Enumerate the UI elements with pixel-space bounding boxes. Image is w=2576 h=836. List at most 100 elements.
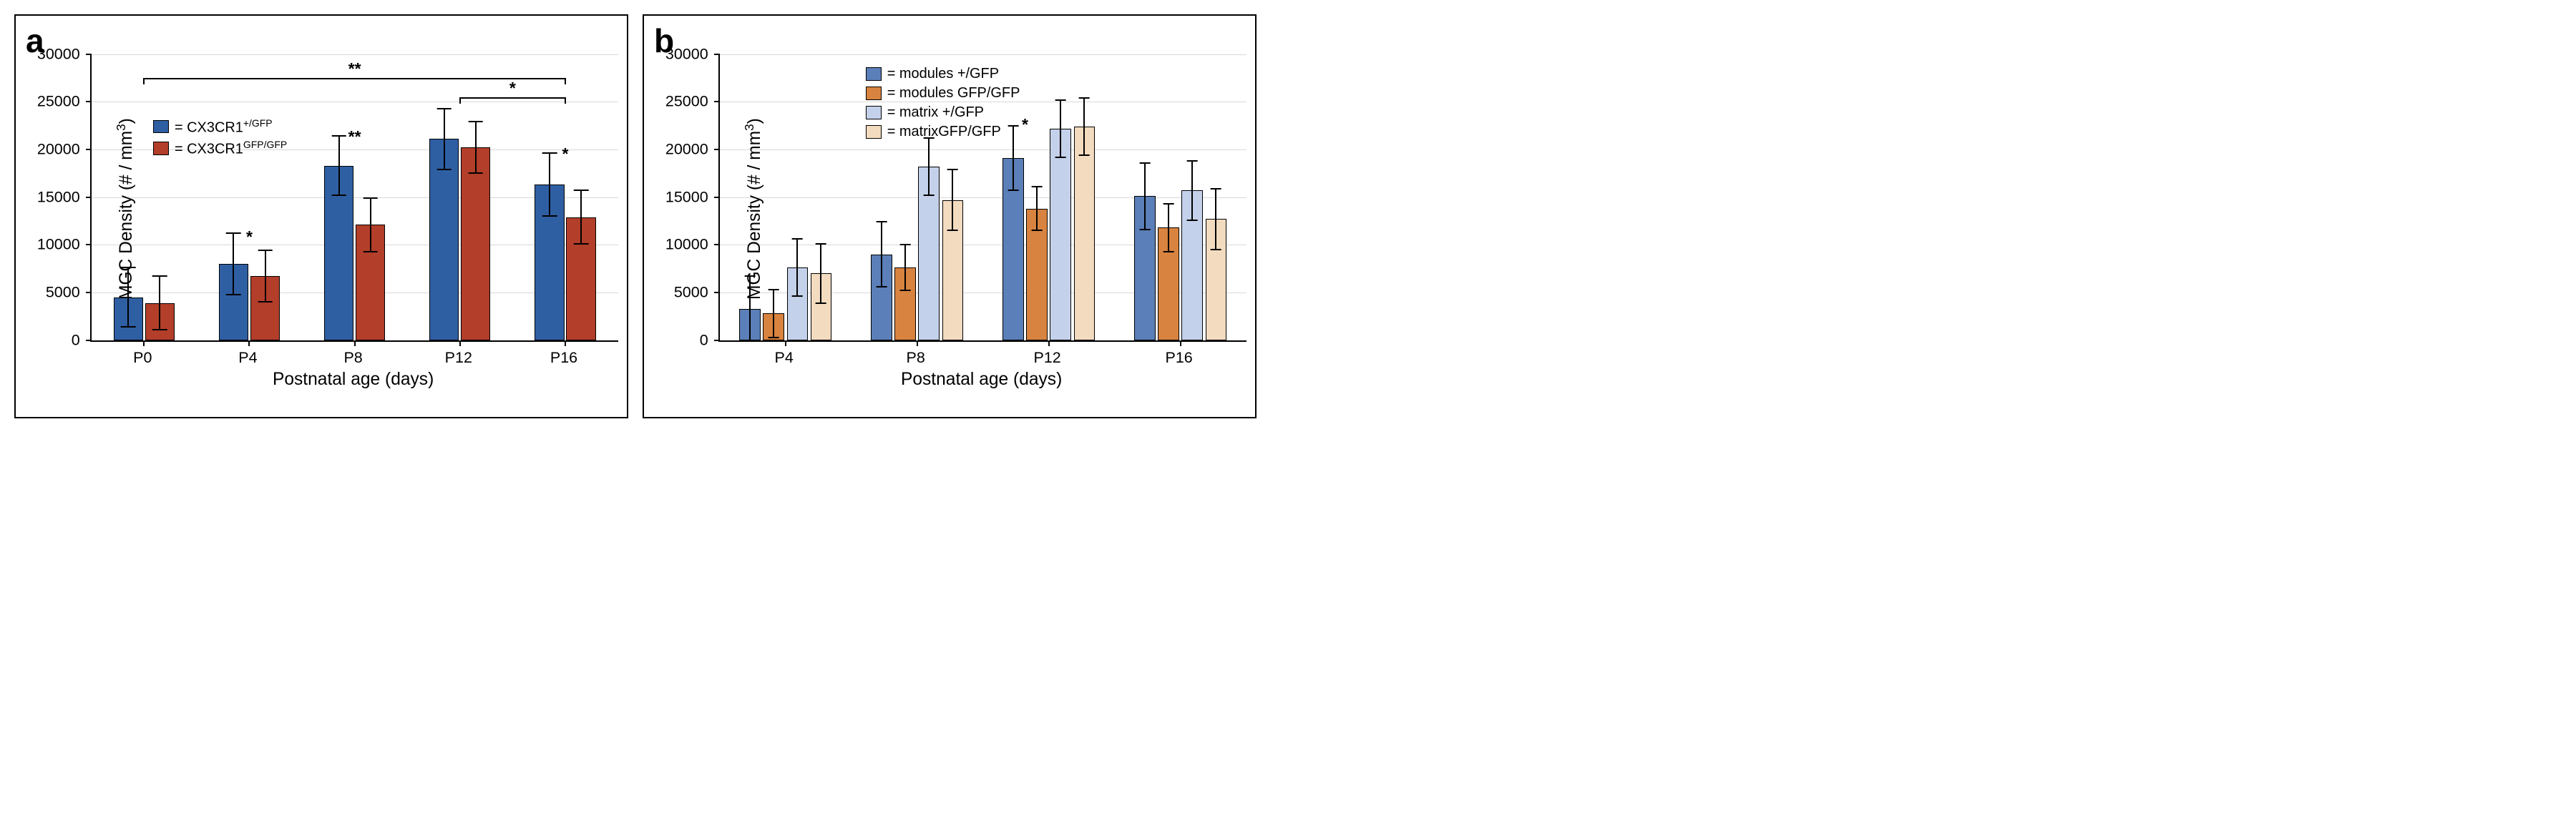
error-cap bbox=[258, 301, 273, 303]
y-tick-mark bbox=[714, 244, 720, 245]
error-cap bbox=[574, 190, 589, 191]
y-tick-label: 0 bbox=[700, 331, 708, 349]
x-tick-mark bbox=[1048, 340, 1050, 346]
x-tick-label: P8 bbox=[343, 349, 362, 367]
grid-line bbox=[720, 197, 1246, 198]
legend-item: = matrixGFP/GFP bbox=[866, 124, 1020, 140]
legend-label: = CX3CR1+/GFP bbox=[175, 117, 273, 137]
error-bar bbox=[773, 290, 774, 338]
error-cap bbox=[152, 329, 167, 330]
legend: = CX3CR1+/GFP = CX3CR1GFP/GFP bbox=[153, 117, 287, 161]
error-bar bbox=[1144, 163, 1146, 230]
x-tick-mark bbox=[354, 340, 356, 346]
error-bar bbox=[338, 136, 340, 195]
error-cap bbox=[1140, 162, 1151, 164]
error-cap bbox=[947, 169, 958, 170]
bar bbox=[1074, 127, 1095, 340]
error-cap bbox=[792, 238, 803, 240]
significance-mark: * bbox=[246, 227, 253, 247]
error-bar bbox=[233, 233, 234, 294]
error-bar bbox=[1060, 100, 1061, 157]
x-tick-label: P0 bbox=[133, 349, 152, 367]
error-bar bbox=[159, 276, 160, 330]
x-tick-mark bbox=[248, 340, 250, 346]
significance-mark: * bbox=[562, 144, 569, 164]
x-tick-label: P12 bbox=[445, 349, 472, 367]
error-bar bbox=[820, 244, 821, 303]
legend-swatch bbox=[866, 125, 882, 139]
error-cap bbox=[574, 243, 589, 245]
legend-item: = CX3CR1GFP/GFP bbox=[153, 139, 287, 158]
grid-line bbox=[720, 54, 1246, 55]
error-bar bbox=[1191, 161, 1193, 220]
y-tick-mark bbox=[714, 340, 720, 341]
error-bar bbox=[549, 153, 550, 216]
grid-line bbox=[720, 149, 1246, 150]
legend-swatch bbox=[866, 67, 882, 81]
bar bbox=[1050, 129, 1070, 340]
error-cap bbox=[924, 195, 935, 196]
error-cap bbox=[900, 290, 911, 291]
y-axis-label: MGC Density (# / mm3) bbox=[742, 118, 765, 300]
y-tick-mark bbox=[714, 54, 720, 55]
legend-swatch bbox=[866, 87, 882, 100]
y-tick-mark bbox=[86, 244, 92, 245]
error-cap bbox=[121, 326, 136, 328]
error-cap bbox=[436, 108, 452, 109]
error-cap bbox=[1163, 251, 1174, 252]
error-cap bbox=[1211, 249, 1221, 250]
bracket-tick bbox=[565, 97, 566, 104]
y-tick-label: 5000 bbox=[674, 283, 708, 301]
x-tick-mark bbox=[459, 340, 461, 346]
panel-b: b*050001000015000200002500030000MGC Dens… bbox=[643, 14, 1257, 418]
error-cap bbox=[745, 340, 756, 342]
y-tick-label: 15000 bbox=[37, 188, 80, 206]
y-tick-mark bbox=[714, 292, 720, 293]
x-tick-mark bbox=[565, 340, 566, 346]
error-bar bbox=[265, 250, 266, 302]
x-tick-label: P16 bbox=[1165, 349, 1192, 367]
y-tick-mark bbox=[714, 101, 720, 102]
error-cap bbox=[1079, 154, 1090, 156]
error-cap bbox=[792, 295, 803, 297]
y-tick-mark bbox=[714, 197, 720, 198]
error-cap bbox=[152, 275, 167, 277]
error-bar bbox=[1083, 98, 1085, 155]
x-tick-mark bbox=[917, 340, 918, 346]
error-cap bbox=[542, 215, 557, 217]
error-cap bbox=[1079, 97, 1090, 99]
error-cap bbox=[542, 152, 557, 154]
error-bar bbox=[928, 138, 930, 195]
error-cap bbox=[226, 294, 241, 295]
error-bar bbox=[370, 198, 371, 252]
x-tick-label: P12 bbox=[1033, 349, 1060, 367]
y-tick-label: 15000 bbox=[665, 188, 708, 206]
y-tick-label: 5000 bbox=[46, 283, 80, 301]
y-tick-label: 25000 bbox=[665, 93, 708, 111]
error-cap bbox=[769, 337, 779, 338]
error-cap bbox=[877, 286, 887, 287]
error-cap bbox=[1187, 160, 1198, 162]
error-bar bbox=[796, 239, 798, 296]
figure-row: a*******050001000015000200002500030000MG… bbox=[14, 14, 2562, 418]
error-cap bbox=[363, 197, 378, 199]
legend-label: = matrixGFP/GFP bbox=[887, 124, 1001, 140]
significance-mark: * bbox=[1022, 115, 1028, 134]
error-bar bbox=[580, 190, 582, 244]
error-bar bbox=[904, 245, 906, 290]
error-cap bbox=[436, 169, 452, 170]
y-tick-label: 10000 bbox=[665, 236, 708, 254]
legend-item: = modules +/GFP bbox=[866, 66, 1020, 82]
error-bar bbox=[1215, 189, 1216, 250]
legend-item: = CX3CR1+/GFP bbox=[153, 117, 287, 137]
error-cap bbox=[1163, 203, 1174, 205]
error-cap bbox=[331, 195, 346, 196]
error-cap bbox=[1032, 186, 1043, 187]
y-tick-label: 20000 bbox=[37, 141, 80, 159]
error-cap bbox=[816, 243, 826, 245]
x-axis-label: Postnatal age (days) bbox=[90, 370, 617, 390]
y-tick-mark bbox=[86, 340, 92, 341]
legend-item: = modules GFP/GFP bbox=[866, 85, 1020, 102]
legend: = modules +/GFP = modules GFP/GFP = matrix… bbox=[866, 66, 1020, 143]
x-tick-mark bbox=[785, 340, 786, 346]
